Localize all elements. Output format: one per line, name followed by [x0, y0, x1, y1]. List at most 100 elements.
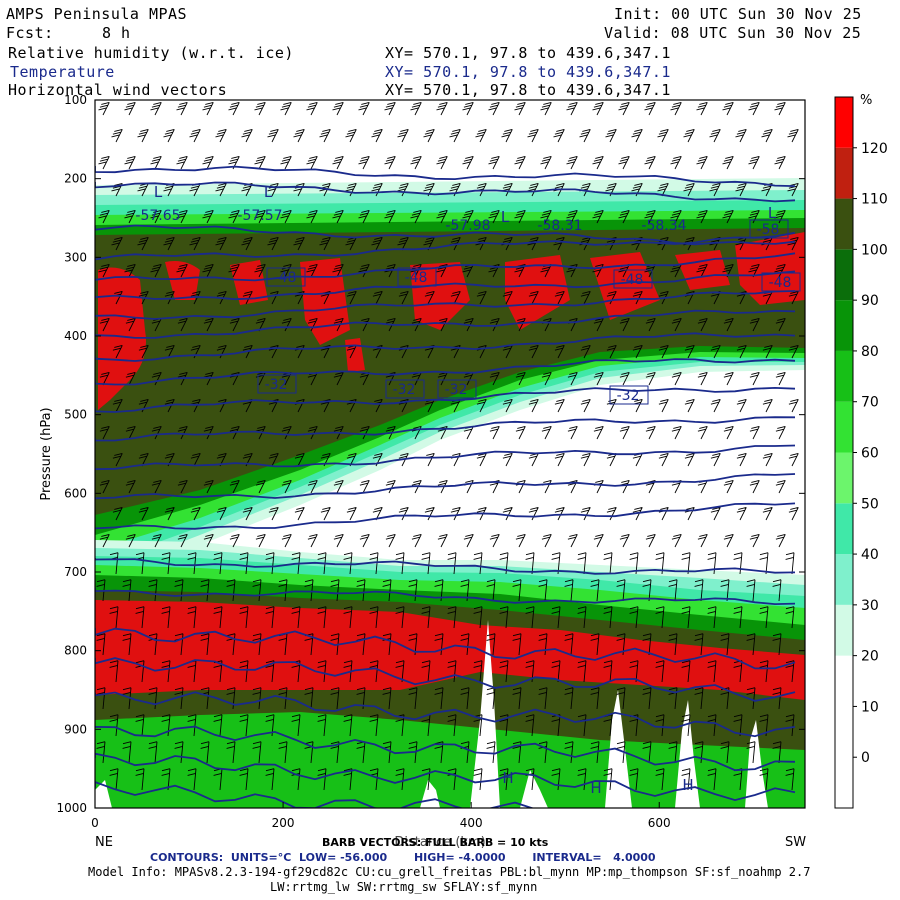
contour-label: -48 [621, 272, 644, 288]
wind-barb [567, 533, 578, 548]
wind-barb [683, 182, 695, 197]
colorbar-label: 120 [861, 141, 888, 157]
wind-barb [345, 182, 357, 197]
wind-barb [762, 452, 773, 467]
wind-barb [229, 533, 240, 548]
wind-barb [343, 606, 353, 629]
wind-barb [177, 533, 188, 548]
wind-barb [736, 398, 747, 413]
wind-barb [319, 128, 331, 143]
wind-barb [473, 552, 483, 575]
wind-barb [709, 128, 721, 143]
wind-barb [749, 425, 760, 440]
wind-barb [785, 660, 795, 683]
wind-barb [281, 425, 292, 440]
wind-barb [670, 155, 682, 170]
wind-barb [681, 606, 691, 629]
isotherm-line [95, 444, 796, 471]
wind-barb [488, 263, 500, 278]
wind-barb [720, 633, 730, 656]
wind-barb [694, 579, 704, 602]
wind-barb [330, 741, 340, 764]
wind-barb [527, 236, 539, 251]
wind-barb [138, 452, 149, 467]
wind-barb [369, 606, 379, 629]
wind-barb [696, 155, 708, 170]
wind-barb [593, 371, 604, 386]
wind-barb [671, 371, 682, 386]
wind-barb [515, 425, 526, 440]
wind-barb [694, 687, 704, 710]
wind-barb [710, 452, 721, 467]
wind-barb [538, 633, 548, 656]
wind-barb [397, 182, 409, 197]
wind-barb [138, 344, 149, 359]
wind-barb [187, 552, 197, 575]
contour-label: -57.65 [135, 208, 180, 224]
wind-barb [359, 425, 370, 440]
wind-barb [502, 452, 513, 467]
wind-barb [177, 425, 188, 440]
wind-barb [759, 552, 769, 575]
fcst-value: 8 h [102, 24, 131, 42]
isotherm-line [95, 657, 796, 702]
wind-barb [748, 101, 760, 116]
wind-barb [749, 533, 760, 548]
x-end-label-right: SW [785, 835, 806, 850]
wind-barb [239, 768, 249, 791]
wind-barb [787, 236, 799, 251]
wind-barb [281, 317, 292, 332]
dry-slots [95, 620, 768, 808]
wind-barb [593, 425, 604, 440]
contour-label: -32 [445, 382, 468, 398]
wind-barb [655, 660, 665, 683]
wind-barb [124, 155, 136, 170]
wind-barb [319, 236, 331, 251]
contour-label-box [257, 374, 297, 394]
wind-barb [541, 371, 552, 386]
wind-barb [579, 128, 591, 143]
wind-barb [772, 579, 782, 602]
wind-barb [642, 579, 652, 602]
contour-label: -58.34 [641, 218, 686, 234]
wind-barb [759, 660, 769, 683]
wind-barb [112, 398, 123, 413]
wind-barb [307, 533, 318, 548]
wind-barb [554, 398, 565, 413]
wind-barb [397, 236, 409, 251]
wind-barb [723, 317, 734, 332]
wind-barb [229, 317, 240, 332]
wind-barb [372, 290, 383, 305]
wind-barb [577, 768, 587, 791]
isotherm-line [95, 588, 796, 606]
wind-barb [111, 236, 123, 251]
colorbar-segment [835, 452, 853, 504]
wind-barb [592, 263, 604, 278]
wind-barb [174, 741, 184, 764]
wind-barb [148, 579, 158, 602]
wind-barb [671, 533, 682, 548]
wind-barb [540, 101, 552, 116]
isotherm-line [95, 358, 796, 386]
wind-barb [473, 660, 483, 683]
wind-barb [241, 236, 253, 251]
wind-barb [580, 344, 591, 359]
wind-barb [632, 290, 643, 305]
wind-barb [775, 479, 786, 494]
wind-barb [202, 155, 214, 170]
wind-barb [137, 182, 149, 197]
wind-barb [332, 263, 344, 278]
wind-barb [499, 606, 509, 629]
isotherm-line [95, 332, 796, 362]
isotherm-line [95, 416, 796, 442]
wind-barb [252, 741, 262, 764]
wind-barb [489, 533, 500, 548]
wind-barb [151, 479, 162, 494]
wind-barb [307, 479, 318, 494]
wind-barb [489, 371, 500, 386]
wind-barb [255, 533, 266, 548]
wind-barb [254, 263, 266, 278]
wind-barb [592, 209, 604, 224]
wind-barb [99, 317, 110, 332]
wind-barbs [96, 101, 799, 791]
